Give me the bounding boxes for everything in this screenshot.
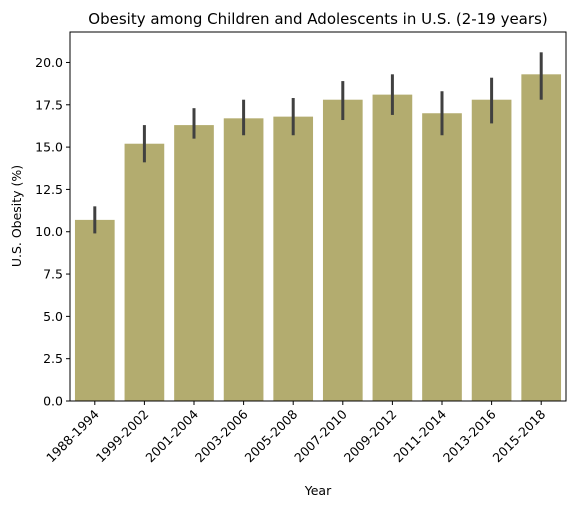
y-tick-label: 2.5 <box>43 351 63 366</box>
bar-2013-2016 <box>471 99 512 401</box>
y-tick-label: 12.5 <box>35 182 63 197</box>
y-tick-label: 20.0 <box>35 55 63 70</box>
bar-2005-2008 <box>273 116 314 401</box>
y-axis-label: U.S. Obesity (%) <box>9 165 24 267</box>
x-tick-label: 2015-2018 <box>490 406 549 465</box>
y-tick-label: 15.0 <box>35 140 63 155</box>
bar-2007-2010 <box>322 99 363 401</box>
y-tick-label: 0.0 <box>43 394 63 409</box>
bar-2015-2018 <box>521 74 562 401</box>
bar-2009-2012 <box>372 94 413 401</box>
bars-group <box>74 74 562 402</box>
bar-2001-2004 <box>174 125 214 402</box>
x-axis-label: Year <box>304 483 332 498</box>
bar-2011-2014 <box>422 113 462 401</box>
bar-2003-2006 <box>223 118 264 402</box>
x-tick-label: 1999-2002 <box>93 407 152 466</box>
x-axis: 1988-19941999-20022001-20042003-20062005… <box>43 401 548 465</box>
y-tick-label: 17.5 <box>35 97 63 112</box>
y-axis: 0.0 2.5 5.0 7.5 10.0 12.5 15.0 17.5 20.0 <box>35 55 70 409</box>
bar-1999-2002 <box>124 143 165 402</box>
x-tick-label: 2009-2012 <box>341 407 400 466</box>
bar-1988-1994 <box>74 219 115 401</box>
y-tick-label: 7.5 <box>43 267 63 282</box>
error-bars-group <box>93 52 543 234</box>
chart-title: Obesity among Children and Adolescents i… <box>88 10 547 28</box>
plot-frame <box>69 31 567 402</box>
y-tick-label: 10.0 <box>35 224 63 239</box>
y-tick-label: 5.0 <box>43 309 63 324</box>
